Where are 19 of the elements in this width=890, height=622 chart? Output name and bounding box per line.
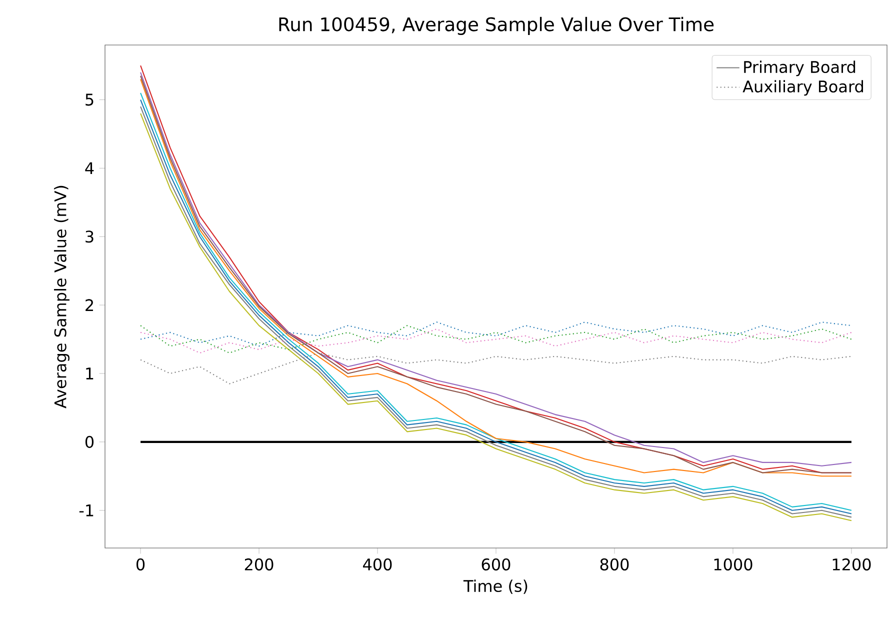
x-tick-label: 0 [136, 558, 145, 571]
y-tick-label: 4 [85, 162, 94, 174]
x-tick-label: 400 [363, 558, 392, 571]
x-tick-label: 1000 [714, 558, 752, 571]
y-tick-label: 5 [86, 94, 94, 106]
y-tick-label: 2 [86, 299, 93, 311]
x-tick-label: 1200 [832, 558, 871, 571]
y-axis-title: Average Sample Value (mV) [54, 186, 70, 408]
legend-label: Primary Board [744, 60, 856, 76]
x-tick-label: 600 [482, 558, 510, 571]
x-tick-label: 800 [600, 558, 629, 571]
y-tick-label: 3 [86, 230, 94, 243]
x-tick-label: 200 [244, 558, 274, 571]
y-tick-label: 0 [85, 436, 94, 448]
y-tick-label: -1 [79, 504, 94, 516]
y-tick-label: 1 [86, 368, 94, 380]
legend-label: Auxiliary Board [742, 80, 863, 96]
x-axis-title: Time (s) [463, 580, 528, 594]
chart-title: Run 100459, Average Sample Value Over Time [279, 16, 714, 35]
